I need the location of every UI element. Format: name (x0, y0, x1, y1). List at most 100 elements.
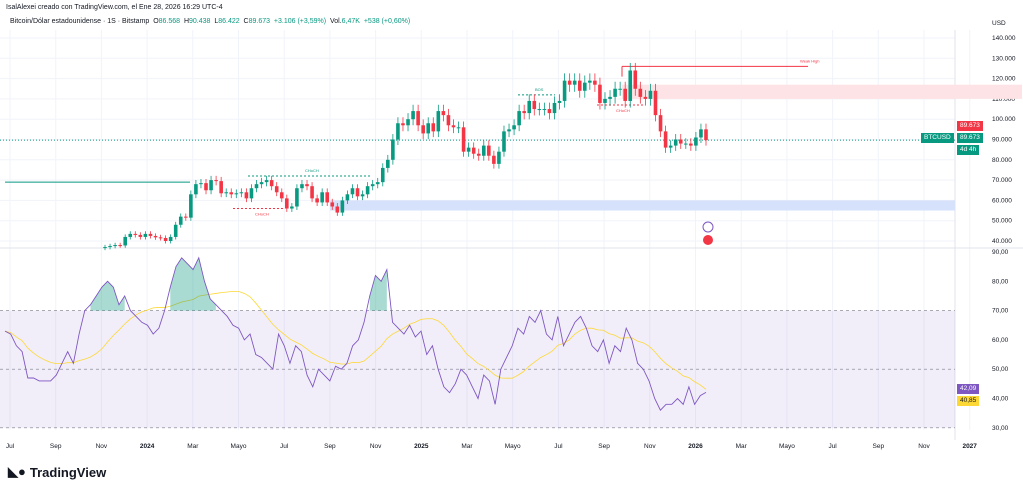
candle-body (492, 155, 496, 164)
volume-value: 6,47K (341, 18, 360, 25)
close-value: 89.673 (248, 18, 271, 25)
bos-label: BOS (535, 87, 544, 92)
candle-body (320, 192, 324, 203)
candle-body (113, 245, 117, 247)
candle-body (315, 198, 319, 203)
x-tick-label: Sep (50, 443, 62, 450)
candle-body (224, 192, 229, 194)
candle-body (552, 102, 557, 114)
candle-body (497, 151, 501, 164)
candle-body (340, 200, 345, 213)
high-label: H (183, 18, 190, 25)
rsi-ma-tag: 40,85 (957, 396, 980, 406)
candle-body (355, 188, 360, 197)
candle-body (249, 188, 254, 199)
candle-body (421, 125, 425, 134)
candle-body (456, 127, 461, 129)
candle-body (436, 111, 441, 132)
candle-body (441, 111, 446, 116)
candle-body (406, 119, 410, 126)
low-value: 86.422 (218, 18, 240, 25)
supply-zone (622, 84, 1022, 99)
candle-body (290, 206, 294, 209)
candle-body (189, 194, 193, 218)
candle-body (466, 147, 471, 152)
candle-body (219, 181, 223, 194)
candle-body (598, 84, 602, 103)
candle-body (375, 182, 380, 185)
volume-label: Vol. (329, 18, 342, 25)
candle-body (537, 109, 542, 111)
logo-text: TradingView (29, 464, 107, 480)
price-tick-label: 90.000 (992, 137, 1012, 144)
tradingview-logo[interactable]: ◣● TradingView (8, 464, 106, 480)
candle-body (279, 192, 284, 199)
candle-body (643, 96, 648, 99)
x-tick-label: 2026 (688, 443, 703, 450)
candle-body (461, 127, 466, 152)
candle-body (577, 80, 582, 91)
candle-body (426, 123, 431, 134)
candle-body (330, 202, 335, 207)
rsi-tag: 42,09 (957, 384, 980, 394)
candle-body (178, 216, 183, 225)
candle-body (269, 180, 274, 187)
flag-icon (703, 235, 713, 245)
open-label: O (153, 18, 159, 25)
x-tick-label: Sep (324, 443, 336, 450)
x-tick-label: Mar (736, 443, 748, 450)
event-icon (702, 221, 714, 233)
candle-body (481, 145, 486, 156)
candle-body (370, 184, 375, 187)
candle-body (264, 180, 269, 183)
choch-label: CHoCH (255, 212, 269, 217)
candle-body (168, 236, 173, 241)
overbought-fill (170, 257, 216, 311)
x-tick-label: Jul (280, 443, 289, 450)
symbol-tag: BTCUSD (921, 133, 954, 143)
logo-icon: ◣● (8, 464, 26, 479)
candle-body (689, 143, 693, 146)
candle-body (613, 88, 617, 97)
x-tick-label: Mayo (505, 443, 521, 450)
candle-body (663, 131, 668, 148)
demand-zone (330, 200, 955, 211)
candle-body (471, 147, 476, 154)
candle-body (502, 131, 506, 152)
candle-body (295, 188, 299, 207)
candle-body (163, 237, 168, 241)
candle-body (562, 80, 567, 101)
price-tick-label: 50.000 (992, 218, 1012, 225)
candle-body (199, 183, 203, 185)
candle-body (391, 139, 395, 160)
x-tick-label: Nov (96, 443, 108, 450)
price-tick-label: 100.000 (992, 116, 1016, 123)
rsi-tick-label: 90,00 (992, 249, 1009, 256)
price-tag: 89.673 (957, 133, 983, 143)
candle-body (285, 198, 289, 209)
candle-body (683, 143, 688, 145)
candle-body (153, 235, 158, 238)
candle-body (254, 184, 259, 189)
candle-body (229, 192, 234, 195)
volume-change: +538 (+0,60%) (363, 18, 411, 25)
candle-body (532, 100, 537, 110)
x-tick-label: Sep (598, 443, 610, 450)
candle-body (325, 192, 330, 203)
candle-body (118, 245, 122, 247)
high-value: 90.438 (189, 18, 211, 25)
candle-body (678, 139, 683, 144)
rsi-line (4, 256, 707, 411)
overbought-fill (90, 281, 125, 311)
candle-body (350, 188, 355, 195)
rsi-tick-label: 30,00 (992, 425, 1009, 432)
candle-body (527, 100, 532, 114)
change-value: +3.106 (+3,59%) (273, 18, 327, 25)
open-value: 86.568 (158, 18, 181, 25)
candle-body (517, 111, 521, 126)
candle-body (143, 233, 148, 237)
candle-body (274, 186, 279, 193)
symbol-name[interactable]: Bitcoin/Dólar estadounidense · 1S · Bits… (10, 18, 150, 25)
candle-body (411, 111, 415, 120)
